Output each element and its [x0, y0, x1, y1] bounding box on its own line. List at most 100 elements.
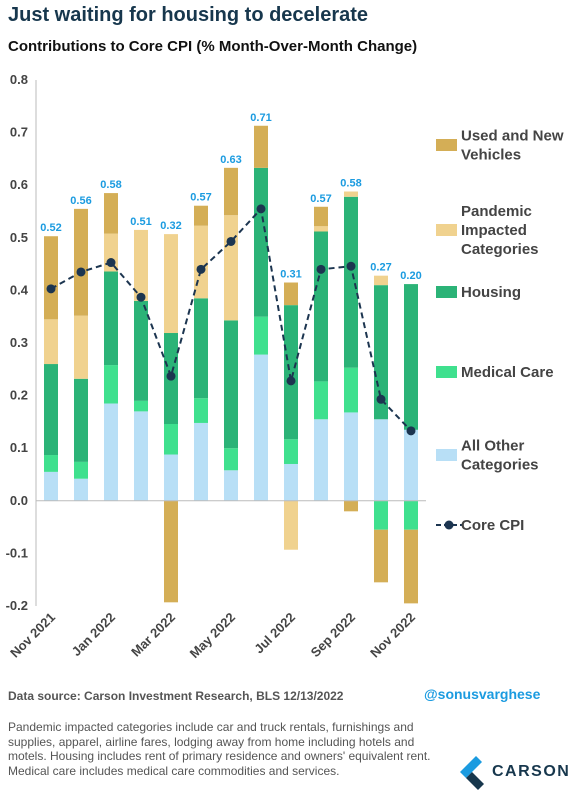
bar-segment-used-new-vehicles — [284, 282, 298, 306]
legend-label: Core CPI — [461, 517, 524, 534]
x-tick-label: Nov 2022 — [367, 610, 418, 661]
y-tick-label: 0.0 — [10, 493, 28, 508]
y-tick-label: -0.1 — [6, 545, 28, 560]
total-data-label: 0.58 — [100, 179, 121, 191]
bar-segment-pandemic-impacted — [224, 215, 238, 321]
bar-segment-pandemic-impacted — [74, 315, 88, 379]
bar-segment-pandemic-impacted — [194, 225, 208, 299]
bar-segment-all-other — [74, 478, 88, 501]
data-source-note: Data source: Carson Investment Research,… — [8, 689, 344, 703]
carson-logo-icon — [460, 756, 484, 790]
bar-segment-used-new-vehicles — [314, 206, 328, 227]
bar-segment-housing — [344, 196, 358, 368]
core-cpi-point — [286, 376, 296, 386]
bar-segment-all-other — [194, 422, 208, 501]
y-tick-label: 0.3 — [10, 335, 28, 350]
bar-segment-all-other — [374, 419, 388, 501]
bar-segment-used-new-vehicles — [404, 529, 418, 604]
bar-segment-pandemic-impacted — [374, 275, 388, 286]
y-tick-label: 0.4 — [10, 282, 29, 297]
footnote: Pandemic impacted categories include car… — [8, 720, 431, 778]
legend-label: Medical Care — [461, 364, 554, 381]
chart-subtitle: Contributions to Core CPI (% Month-Over-… — [8, 38, 418, 55]
y-tick-label: 0.2 — [10, 388, 28, 403]
bar-segment-housing — [44, 364, 58, 456]
bars-layer — [44, 125, 418, 604]
bar-segment-all-other — [344, 412, 358, 501]
core-cpi-line-layer — [46, 204, 416, 436]
bar-segment-pandemic-impacted — [344, 191, 358, 197]
legend-label: Pandemic — [461, 203, 532, 220]
carson-logo: CARSON — [456, 752, 569, 792]
bar-segment-housing — [74, 378, 88, 462]
bar-segment-used-new-vehicles — [374, 529, 388, 583]
x-tick-label: May 2022 — [187, 610, 238, 661]
total-data-label: 0.52 — [40, 222, 61, 234]
legend-marker-core-cpi — [444, 520, 454, 530]
total-data-label: 0.27 — [370, 262, 391, 274]
bar-segment-all-other — [164, 454, 178, 501]
legend-label: All Other — [461, 438, 525, 455]
legend-swatch-all-other — [436, 449, 457, 461]
y-tick-label: 0.6 — [10, 177, 28, 192]
legend-swatch-medical-care — [436, 366, 457, 378]
bar-segment-all-other — [284, 463, 298, 501]
bar-segment-medical-care — [44, 455, 58, 472]
y-tick-label: -0.2 — [6, 598, 28, 613]
bar-segment-pandemic-impacted — [134, 229, 148, 301]
bar-segment-used-new-vehicles — [254, 125, 268, 168]
legend-swatch-used-new-vehicles — [436, 139, 457, 151]
legend-label: Used and New — [461, 128, 564, 145]
core-cpi-point — [376, 394, 386, 404]
core-cpi-point — [46, 284, 56, 294]
x-tick-label: Nov 2021 — [7, 610, 58, 661]
legend-label: Housing — [461, 284, 521, 301]
total-data-label: 0.58 — [340, 178, 361, 190]
legend-label: Categories — [461, 241, 539, 258]
total-data-label: 0.57 — [190, 192, 211, 204]
core-cpi-point — [406, 426, 416, 436]
bar-segment-housing — [404, 284, 418, 430]
bar-segment-used-new-vehicles — [194, 205, 208, 226]
core-cpi-point — [76, 267, 86, 277]
total-data-label: 0.32 — [160, 220, 181, 232]
core-cpi-point — [256, 204, 266, 214]
axes-layer: -0.2 -0.1 0.0 0.1 0.2 0.3 0.4 0.5 0.6 0.7 0.8 Nov 2… — [6, 72, 426, 661]
legend-swatch-housing — [436, 286, 457, 298]
core-cpi-point — [316, 264, 326, 274]
bar-segment-medical-care — [104, 365, 118, 404]
bar-segment-pandemic-impacted — [44, 319, 58, 365]
core-cpi-point — [166, 371, 176, 381]
y-tick-label: 0.5 — [10, 230, 28, 245]
bar-segment-used-new-vehicles — [344, 500, 358, 512]
legend-label: Vehicles — [461, 147, 521, 164]
author-handle[interactable]: @sonusvarghese — [424, 686, 541, 702]
bar-segment-medical-care — [374, 500, 388, 530]
bar-segment-medical-care — [404, 500, 418, 530]
bar-segment-pandemic-impacted — [284, 500, 298, 550]
bar-segment-medical-care — [314, 381, 328, 420]
bar-segment-housing — [254, 167, 268, 317]
bar-segment-medical-care — [254, 316, 268, 355]
core-cpi-point — [196, 264, 206, 274]
data-labels-layer: 0.52 0.56 0.58 0.51 0.32 0.57 0.63 0.71 0.31 0.57… — [40, 112, 421, 282]
bar-segment-housing — [104, 271, 118, 366]
total-data-label: 0.20 — [400, 270, 421, 282]
bar-segment-used-new-vehicles — [44, 236, 58, 320]
bar-segment-medical-care — [284, 439, 298, 464]
core-cpi-point — [226, 236, 236, 246]
core-cpi-point — [106, 258, 116, 268]
x-tick-label: Jan 2022 — [69, 610, 118, 659]
legend: Used and New Vehicles Pandemic Impacted Cate… — [436, 128, 564, 534]
bar-segment-medical-care — [224, 448, 238, 471]
total-data-label: 0.63 — [220, 154, 241, 166]
total-data-label: 0.57 — [310, 193, 331, 205]
bar-segment-used-new-vehicles — [74, 208, 88, 316]
x-tick-label: Sep 2022 — [308, 610, 358, 660]
bar-segment-all-other — [314, 419, 328, 501]
bar-segment-all-other — [404, 429, 418, 501]
x-tick-label: Mar 2022 — [128, 610, 178, 660]
bar-segment-housing — [134, 300, 148, 401]
bar-segment-pandemic-impacted — [314, 226, 328, 232]
bar-segment-medical-care — [74, 461, 88, 479]
